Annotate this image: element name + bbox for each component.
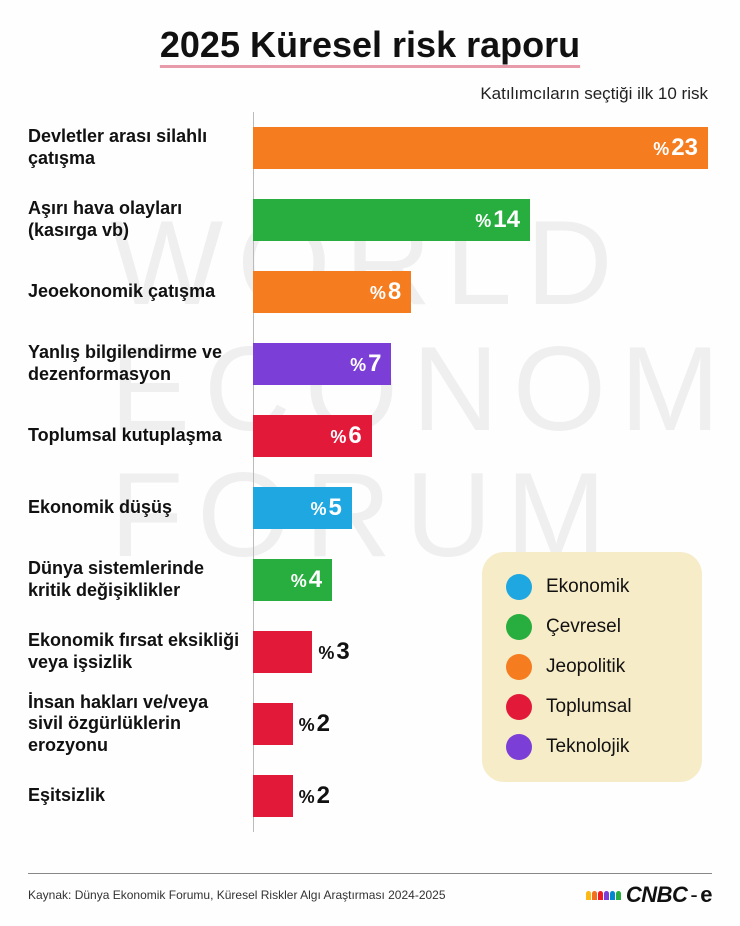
bar: %6 [253, 415, 372, 457]
bar-label: Aşırı hava olayları (kasırga vb) [28, 198, 253, 241]
peacock-feather [592, 891, 597, 900]
bar-value: %2 [293, 710, 330, 738]
bar-area: %14 [253, 199, 712, 241]
peacock-feather [604, 891, 609, 900]
logo-dash: - [690, 882, 697, 908]
bar-area: %7 [253, 343, 712, 385]
legend-label: Ekonomik [546, 576, 629, 598]
legend-swatch [506, 694, 532, 720]
bar: %8 [253, 271, 411, 313]
chart-row: Jeoekonomik çatışma %8 [28, 256, 712, 328]
chart-row: Yanlış bilgilendirme ve dezenformasyon %7 [28, 328, 712, 400]
bar-value: %14 [475, 206, 520, 234]
bar-label: Dünya sistemlerinde kritik değişiklikler [28, 558, 253, 601]
legend-label: Jeopolitik [546, 656, 625, 678]
bar [253, 703, 293, 745]
legend-swatch [506, 654, 532, 680]
page-title: 2025 Küresel risk raporu [28, 24, 712, 66]
bar [253, 631, 312, 673]
legend-item: Jeopolitik [506, 654, 680, 680]
legend-label: Toplumsal [546, 696, 632, 718]
chart-row: Ekonomik düşüş %5 [28, 472, 712, 544]
bar: %14 [253, 199, 530, 241]
bar-label: Ekonomik fırsat eksikliği veya işsizlik [28, 630, 253, 673]
bar-label: Toplumsal kutuplaşma [28, 425, 253, 447]
bar-label: İnsan hakları ve/veya sivil özgürlükleri… [28, 692, 253, 757]
bar-value: %7 [350, 350, 381, 378]
peacock-feather [598, 891, 603, 900]
bar-label: Eşitsizlik [28, 785, 253, 807]
legend-swatch [506, 574, 532, 600]
chart-subtitle: Katılımcıların seçtiği ilk 10 risk [28, 84, 712, 104]
bar-value: %8 [370, 278, 401, 306]
bar-chart: Devletler arası silahlı çatışma %23 Aşırı … [28, 112, 712, 832]
bar: %4 [253, 559, 332, 601]
footer: Kaynak: Dünya Ekonomik Forumu, Küresel R… [28, 873, 712, 908]
bar-value: %6 [330, 422, 361, 450]
bar-value: %3 [312, 638, 349, 666]
bar: %5 [253, 487, 352, 529]
legend-label: Teknolojik [546, 736, 629, 758]
legend: Ekonomik Çevresel Jeopolitik Toplumsal Tekno… [482, 552, 702, 782]
chart-row: Aşırı hava olayları (kasırga vb) %14 [28, 184, 712, 256]
logo-suffix: e [700, 882, 712, 908]
bar [253, 775, 293, 817]
legend-item: Teknolojik [506, 734, 680, 760]
legend-item: Çevresel [506, 614, 680, 640]
bar-area: %8 [253, 271, 712, 313]
bar-value: %5 [311, 494, 342, 522]
bar-value: %4 [291, 566, 322, 594]
bar-value: %23 [653, 134, 698, 162]
logo-text: CNBC [626, 882, 688, 908]
bar-area: %5 [253, 487, 712, 529]
peacock-feather [586, 891, 591, 900]
legend-label: Çevresel [546, 616, 621, 638]
bar-area: %6 [253, 415, 712, 457]
legend-swatch [506, 614, 532, 640]
peacock-icon [586, 891, 621, 900]
peacock-feather [616, 891, 621, 900]
legend-item: Ekonomik [506, 574, 680, 600]
bar-label: Devletler arası silahlı çatışma [28, 126, 253, 169]
peacock-feather [610, 891, 615, 900]
bar: %7 [253, 343, 391, 385]
bar-area: %23 [253, 127, 712, 169]
legend-swatch [506, 734, 532, 760]
bar-label: Yanlış bilgilendirme ve dezenformasyon [28, 342, 253, 385]
bar: %23 [253, 127, 708, 169]
cnbc-e-logo: CNBC - e [586, 882, 712, 908]
legend-item: Toplumsal [506, 694, 680, 720]
source-text: Kaynak: Dünya Ekonomik Forumu, Küresel R… [28, 888, 446, 902]
bar-label: Ekonomik düşüş [28, 497, 253, 519]
bar-value: %2 [293, 782, 330, 810]
chart-row: Devletler arası silahlı çatışma %23 [28, 112, 712, 184]
bar-label: Jeoekonomik çatışma [28, 281, 253, 303]
chart-row: Toplumsal kutuplaşma %6 [28, 400, 712, 472]
